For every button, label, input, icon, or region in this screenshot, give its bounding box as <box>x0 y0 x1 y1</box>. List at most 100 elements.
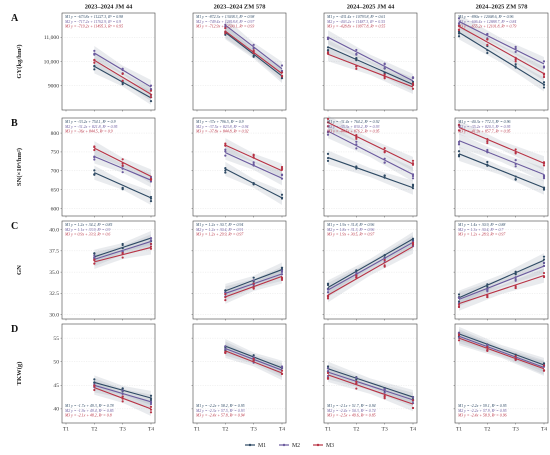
data-point-M1 <box>326 365 330 368</box>
y-tick-label: 800 <box>51 131 60 137</box>
column-title: 2024–2025 JM 44 <box>347 4 395 11</box>
data-point-M3 <box>411 87 415 90</box>
data-point-M2 <box>457 296 461 299</box>
regression-equation: M2 y = -2.4x + 50.3, R² = 0.74 <box>326 409 376 414</box>
fit-line-M3 <box>458 25 545 75</box>
data-point-M2 <box>224 150 227 153</box>
data-point-M3 <box>224 298 227 302</box>
data-point-M2 <box>383 62 386 65</box>
fit-line-M3 <box>327 122 414 165</box>
fit-line-M2 <box>224 24 283 70</box>
data-point-M2 <box>411 177 415 180</box>
panel-frame <box>192 220 287 320</box>
data-point-M2 <box>355 48 358 52</box>
data-point-M2 <box>514 279 517 282</box>
data-point-M3 <box>514 355 517 358</box>
fit-line-M1 <box>94 65 152 99</box>
y-tick-label: 45 <box>53 383 59 389</box>
panel-B-1: M1 y = -33.2x + 754.1, R² = 0.9M2 y = -3… <box>60 117 156 218</box>
data-point-M3 <box>514 60 517 63</box>
fit-line-M2 <box>94 155 152 181</box>
data-point-M3 <box>457 28 461 32</box>
data-point-M2 <box>224 345 227 348</box>
y-axis-label: TKW(g) <box>16 362 23 386</box>
y-axis-label: GY(kg/hm²) <box>16 44 23 78</box>
regression-equation: M3 y = -655.2x + 12101.8, R² = 0.79 <box>457 25 516 30</box>
x-tick-label: T4 <box>410 427 416 433</box>
fit-line-M3 <box>94 147 152 177</box>
data-point-M1 <box>224 33 227 36</box>
data-point-M1 <box>93 68 96 71</box>
data-point-M3 <box>486 43 489 46</box>
y-tick-label: 50 <box>53 360 59 366</box>
legend-marker-M2 <box>282 443 286 447</box>
fit-line-M2 <box>94 52 152 88</box>
regression-equation: M2 y = 1.2x + 30.4, R² = 0.91 <box>195 228 243 233</box>
data-point-M3 <box>411 82 415 85</box>
data-point-M3 <box>121 256 124 259</box>
data-point-M1 <box>486 285 489 288</box>
data-point-M2 <box>383 161 386 164</box>
data-point-M3 <box>457 339 461 342</box>
regression-equation: M3 y = 1.2x + 28.9, R² = 0.97 <box>457 233 506 238</box>
data-point-M3 <box>457 333 461 337</box>
data-point-M3 <box>486 38 489 41</box>
data-point-M3 <box>486 345 489 349</box>
data-point-M2 <box>252 161 255 164</box>
data-point-M1 <box>121 188 124 191</box>
data-point-M3 <box>411 399 415 402</box>
fit-line-M2 <box>458 335 545 368</box>
data-point-M1 <box>411 80 415 84</box>
data-point-M3 <box>121 79 124 82</box>
data-point-M2 <box>326 367 330 370</box>
regression-equation: M1 y = 1.9x + 31.8, R² = 0.96 <box>326 223 374 228</box>
regression-equation: M1 y = -37x + 796.5, R² = 0.9 <box>195 120 244 125</box>
data-point-M3 <box>326 125 330 128</box>
data-point-M3 <box>542 364 546 367</box>
data-point-M2 <box>542 66 546 69</box>
x-tick-label: T4 <box>148 427 154 433</box>
y-axis-label: GN <box>16 265 23 275</box>
row-letter: B <box>11 118 18 129</box>
regression-equation: M2 y = 1.8x + 31.3, R² = 0.96 <box>326 228 374 233</box>
row-letter: A <box>11 13 19 24</box>
data-point-M2 <box>355 376 358 379</box>
data-point-M3 <box>93 388 96 392</box>
panel-frame <box>323 117 418 217</box>
data-point-M3 <box>457 123 461 126</box>
data-point-M2 <box>224 154 227 157</box>
data-point-M3 <box>486 348 489 352</box>
y-tick-label: 700 <box>51 169 60 175</box>
fit-line-M1 <box>327 46 414 86</box>
regression-equation: M3 y = -2.4x + 57.8, R² = 0.94 <box>195 414 245 419</box>
data-point-M2 <box>542 261 546 264</box>
data-point-M3 <box>252 282 255 285</box>
panel-frame <box>323 323 418 424</box>
data-point-M1 <box>457 293 461 296</box>
regression-equation: M3 y = -712.9x + 12590.1, R² = 0.93 <box>195 25 254 30</box>
data-point-M1 <box>542 255 546 258</box>
x-tick-label: T1 <box>63 427 69 433</box>
data-point-M1 <box>326 283 330 287</box>
panel-frame <box>61 323 156 424</box>
data-point-M1 <box>224 169 227 172</box>
column-title: 2023–2024 ZM 578 <box>214 4 266 11</box>
fit-line-M1 <box>458 333 545 366</box>
fit-line-M1 <box>94 237 152 258</box>
data-point-M3 <box>121 72 124 75</box>
data-point-M1 <box>280 77 284 80</box>
fit-line-M2 <box>327 36 414 82</box>
data-point-M3 <box>280 369 284 372</box>
data-point-M2 <box>542 177 546 180</box>
regression-equation: M1 y = -431.4x + 10793.8, R² = 0.61 <box>326 15 385 20</box>
data-point-M3 <box>326 377 330 380</box>
data-point-M2 <box>252 279 255 282</box>
regression-equation: M3 y = -2.1x + 48.2, R² = 0.8 <box>64 414 112 419</box>
data-point-M1 <box>486 160 489 164</box>
x-tick-label: T1 <box>194 427 200 433</box>
